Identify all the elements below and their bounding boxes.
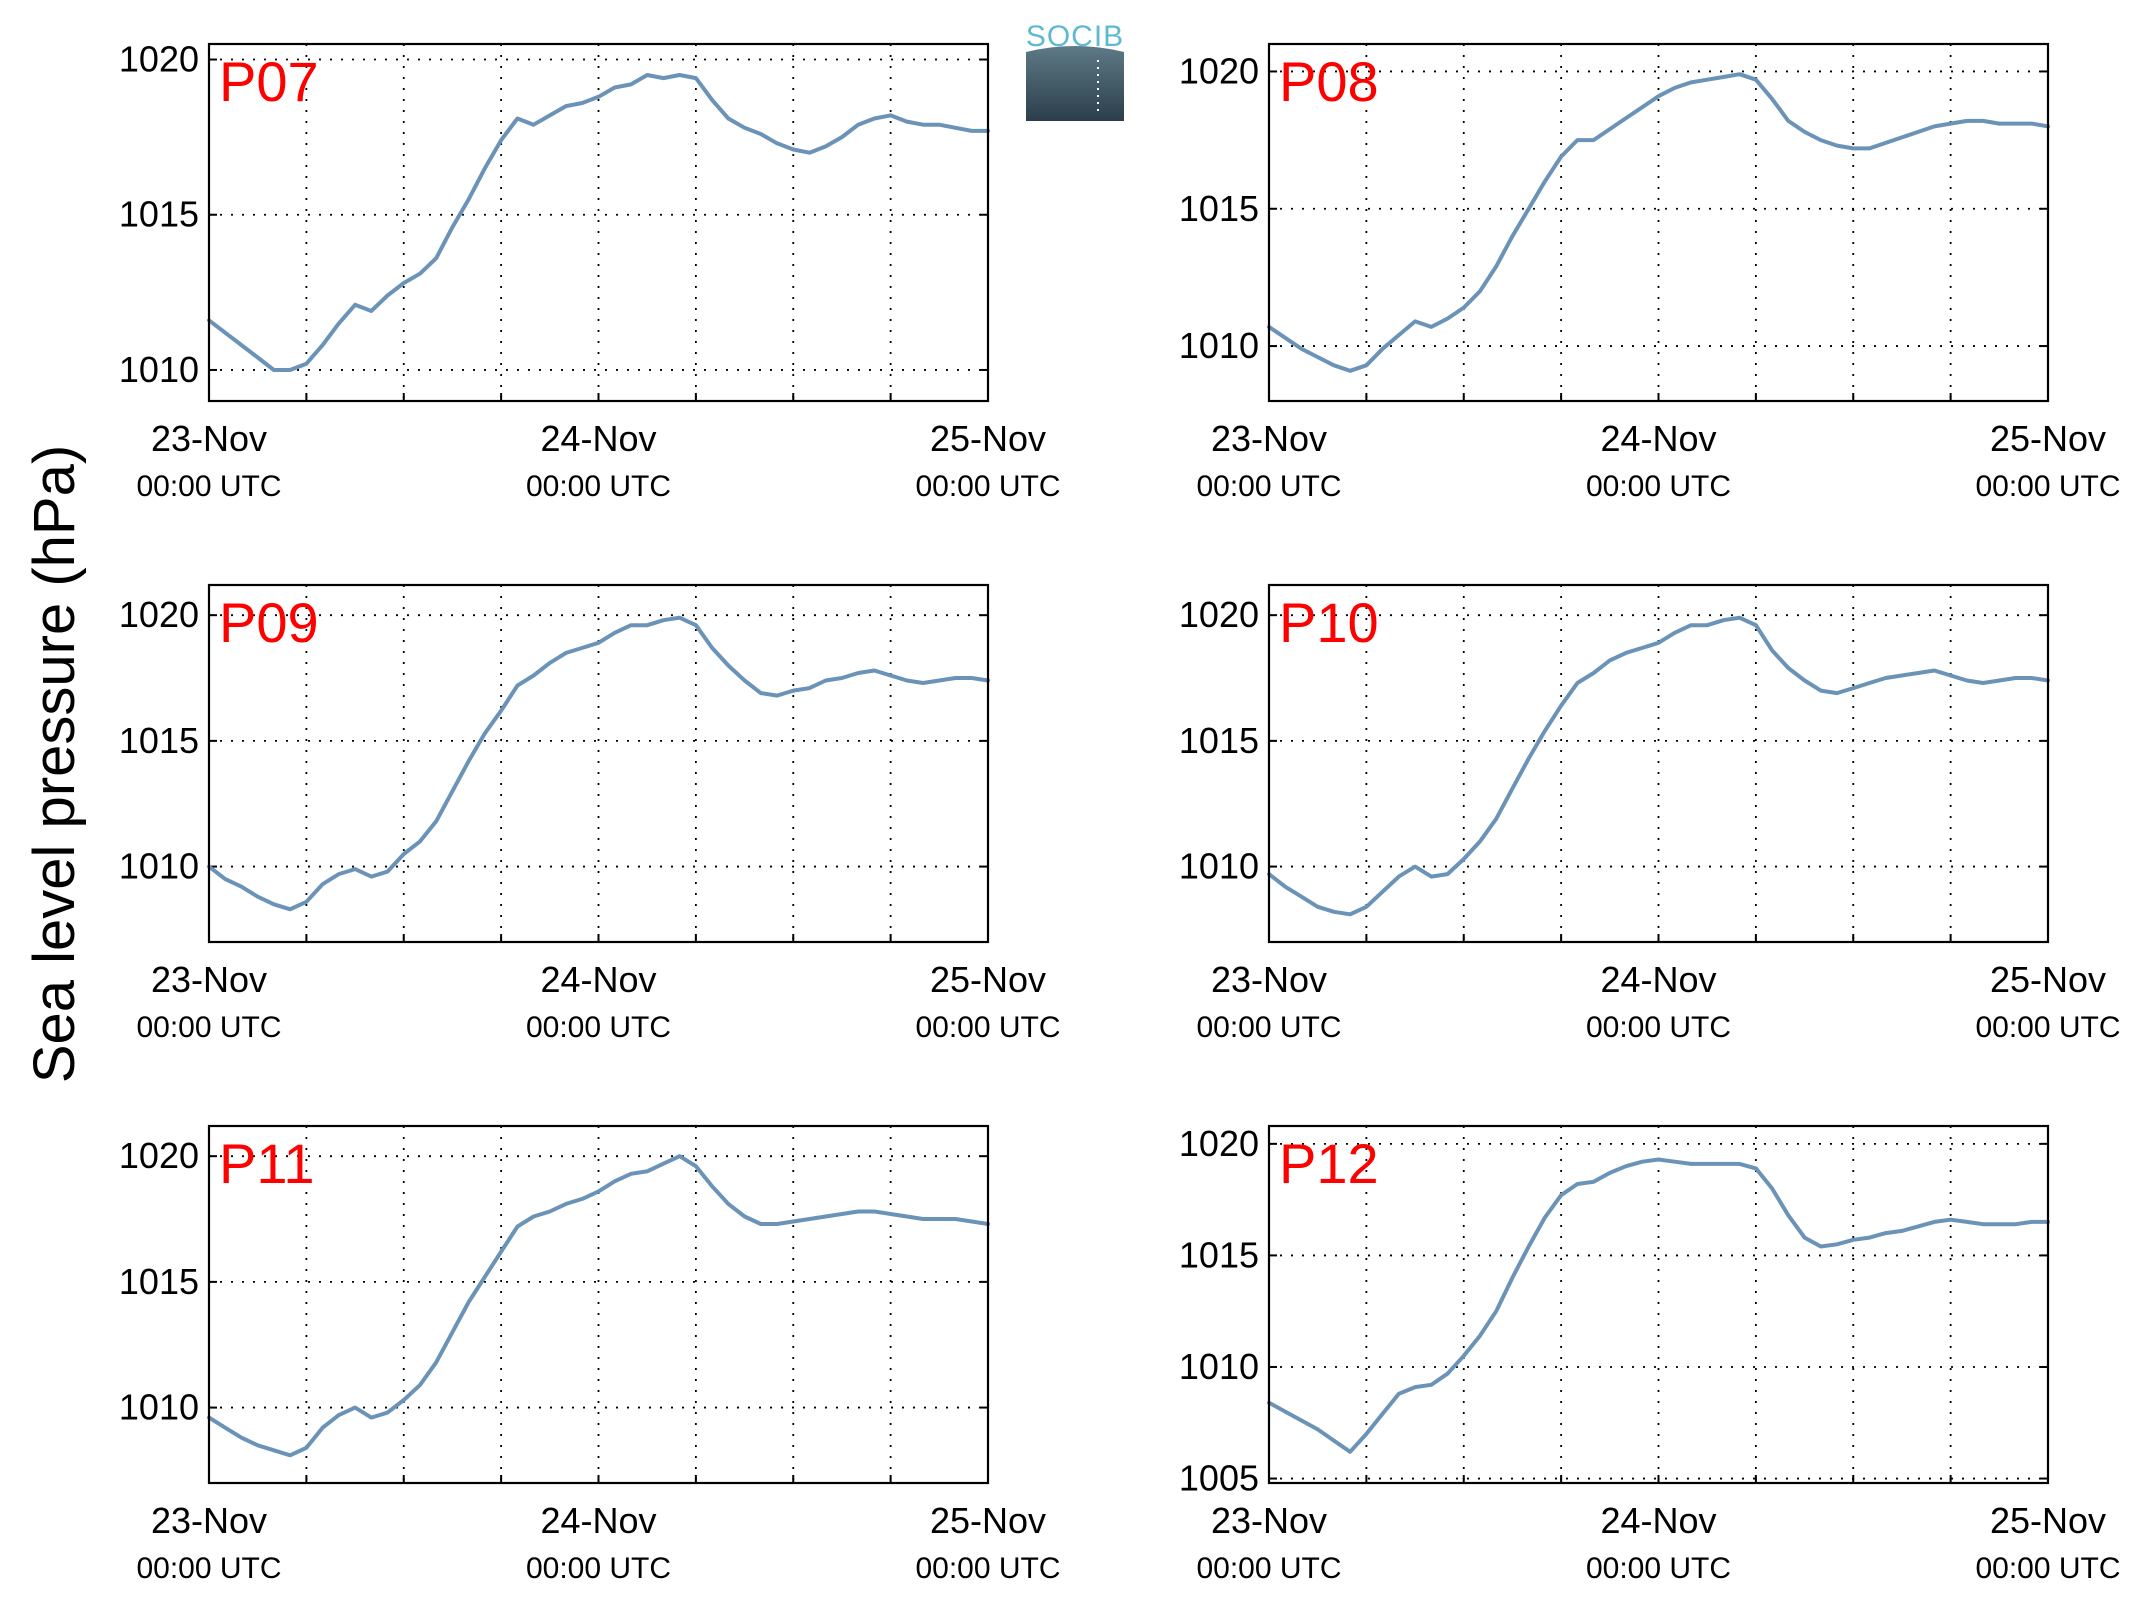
x-tick-label-time: 00:00 UTC <box>1196 470 1341 503</box>
plot-frame <box>1267 583 2050 944</box>
x-tick-label-date: 23-Nov <box>1211 1500 1327 1541</box>
panel-p12: 1005 1010 1015 1020 23-Nov 00:00 UTC 24-Nov 00:… <box>1179 1123 2121 1585</box>
x-tick-label-date: 23-Nov <box>151 1500 267 1541</box>
y-tick-label: 1010 <box>119 349 199 390</box>
x-tick-label-date: 24-Nov <box>540 959 656 1000</box>
x-tick-label-time: 00:00 UTC <box>1586 1552 1731 1585</box>
station-label: P07 <box>219 50 319 113</box>
series-line <box>207 615 990 912</box>
y-tick-label: 1010 <box>119 1387 199 1428</box>
x-tick-label-date: 23-Nov <box>1211 959 1327 1000</box>
x-tick-label-date: 25-Nov <box>930 959 1046 1000</box>
station-label: P09 <box>219 591 319 654</box>
socib-logo: SOCIB <box>1026 20 1124 121</box>
x-tick-label-date: 25-Nov <box>1990 959 2106 1000</box>
x-tick-label-time: 00:00 UTC <box>1586 470 1731 503</box>
plot-frame <box>207 42 990 403</box>
plot-frame <box>207 583 990 944</box>
series-line <box>1267 615 2050 917</box>
x-tick-label-time: 00:00 UTC <box>1586 1011 1731 1044</box>
x-tick-label-date: 23-Nov <box>1211 418 1327 459</box>
series-line <box>1267 72 2050 373</box>
y-tick-label: 1015 <box>119 194 199 235</box>
x-tick-label-time: 00:00 UTC <box>915 470 1060 503</box>
x-tick-label-time: 00:00 UTC <box>1975 470 2120 503</box>
y-tick-label: 1020 <box>1179 594 1259 635</box>
y-tick-label: 1010 <box>1179 325 1259 366</box>
plot-frame <box>1267 1124 2050 1485</box>
x-tick-label-date: 24-Nov <box>1600 418 1716 459</box>
y-tick-label: 1020 <box>119 1135 199 1176</box>
y-tick-label: 1010 <box>1179 1346 1259 1387</box>
y-tick-label: 1020 <box>119 594 199 635</box>
x-tick-label-time: 00:00 UTC <box>526 470 671 503</box>
y-tick-label: 1010 <box>119 846 199 887</box>
y-tick-label: 1020 <box>1179 1123 1259 1164</box>
y-tick-label: 1015 <box>1179 720 1259 761</box>
x-tick-label-date: 25-Nov <box>930 1500 1046 1541</box>
x-tick-label-time: 00:00 UTC <box>526 1552 671 1585</box>
panel-p07: 1010 1015 1020 23-Nov 00:00 UTC 24-Nov 00:00 U… <box>119 39 1061 503</box>
panel-p08: 1010 1015 1020 23-Nov 00:00 UTC 24-Nov 00:00 U… <box>1179 42 2121 503</box>
x-tick-label-time: 00:00 UTC <box>136 470 281 503</box>
station-label: P10 <box>1279 591 1379 654</box>
x-tick-label-time: 00:00 UTC <box>1975 1011 2120 1044</box>
y-tick-label: 1020 <box>1179 50 1259 91</box>
x-tick-label-time: 00:00 UTC <box>1196 1552 1341 1585</box>
y-tick-label: 1020 <box>119 39 199 80</box>
x-tick-label-date: 23-Nov <box>151 418 267 459</box>
x-tick-label-time: 00:00 UTC <box>136 1011 281 1044</box>
x-tick-label-time: 00:00 UTC <box>526 1011 671 1044</box>
plot-frame <box>207 1124 990 1485</box>
x-tick-label-date: 24-Nov <box>1600 959 1716 1000</box>
panel-p11: 1010 1015 1020 23-Nov 00:00 UTC 24-Nov 00:00 U… <box>119 1124 1061 1585</box>
x-tick-label-date: 24-Nov <box>540 1500 656 1541</box>
x-tick-label-date: 24-Nov <box>540 418 656 459</box>
y-tick-label: 1015 <box>1179 188 1259 229</box>
y-tick-label: 1015 <box>119 1261 199 1302</box>
x-tick-label-time: 00:00 UTC <box>915 1552 1060 1585</box>
series-line <box>1267 1157 2050 1454</box>
station-label: P11 <box>219 1132 314 1195</box>
x-tick-label-date: 24-Nov <box>1600 1500 1716 1541</box>
series-line <box>207 1154 990 1458</box>
plot-frame <box>1267 42 2050 403</box>
station-label: P12 <box>1279 1132 1379 1195</box>
series-line <box>207 73 990 372</box>
panel-p09: 1010 1015 1020 23-Nov 00:00 UTC 24-Nov 00:00 U… <box>119 583 1061 1044</box>
x-tick-label-time: 00:00 UTC <box>1975 1552 2120 1585</box>
x-tick-label-date: 25-Nov <box>1990 1500 2106 1541</box>
x-tick-label-date: 23-Nov <box>151 959 267 1000</box>
y-tick-label: 1005 <box>1179 1458 1259 1499</box>
y-axis-label: Sea level pressure (hPa) <box>22 445 87 1083</box>
panel-p10: 1010 1015 1020 23-Nov 00:00 UTC 24-Nov 00:00 U… <box>1179 583 2121 1044</box>
socib-logo-wave <box>1026 46 1124 121</box>
x-tick-label-time: 00:00 UTC <box>915 1011 1060 1044</box>
y-tick-label: 1015 <box>1179 1234 1259 1275</box>
x-tick-label-time: 00:00 UTC <box>136 1552 281 1585</box>
y-tick-label: 1015 <box>119 720 199 761</box>
y-tick-label: 1010 <box>1179 846 1259 887</box>
x-tick-label-date: 25-Nov <box>930 418 1046 459</box>
x-tick-label-time: 00:00 UTC <box>1196 1011 1341 1044</box>
x-tick-label-date: 25-Nov <box>1990 418 2106 459</box>
station-label: P08 <box>1279 50 1379 113</box>
